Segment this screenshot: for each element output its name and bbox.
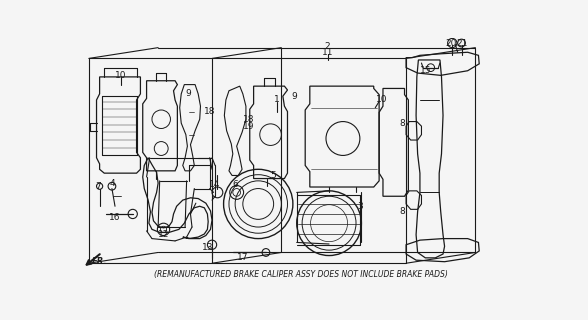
Text: 5: 5 [270, 171, 276, 180]
Text: 4: 4 [109, 179, 115, 188]
Text: 11: 11 [322, 48, 333, 57]
Text: 18: 18 [204, 107, 215, 116]
Text: (REMANUFACTURED BRAKE CALIPER ASSY DOES NOT INCLUDE BRAKE PADS): (REMANUFACTURED BRAKE CALIPER ASSY DOES … [155, 270, 448, 279]
Text: 1: 1 [274, 95, 279, 105]
Text: 8: 8 [399, 119, 405, 128]
Text: 2: 2 [325, 42, 330, 51]
Text: 6: 6 [232, 180, 238, 189]
Text: FR.: FR. [92, 257, 108, 266]
Text: 17: 17 [237, 253, 249, 262]
Text: 9: 9 [292, 92, 298, 101]
Text: 14: 14 [209, 180, 221, 189]
Text: 20: 20 [446, 38, 457, 47]
Text: 21: 21 [457, 38, 468, 47]
Text: 19: 19 [243, 123, 255, 132]
Text: 12: 12 [158, 230, 169, 239]
Text: 3: 3 [357, 202, 363, 211]
Text: 10: 10 [115, 71, 127, 80]
Text: 8: 8 [399, 207, 405, 216]
Text: 13: 13 [202, 243, 213, 252]
Text: 18: 18 [243, 115, 255, 124]
Text: 9: 9 [185, 89, 191, 98]
Text: 16: 16 [109, 212, 121, 221]
Text: 15: 15 [420, 66, 432, 75]
Text: 10: 10 [376, 95, 387, 105]
Text: 7: 7 [95, 182, 101, 191]
